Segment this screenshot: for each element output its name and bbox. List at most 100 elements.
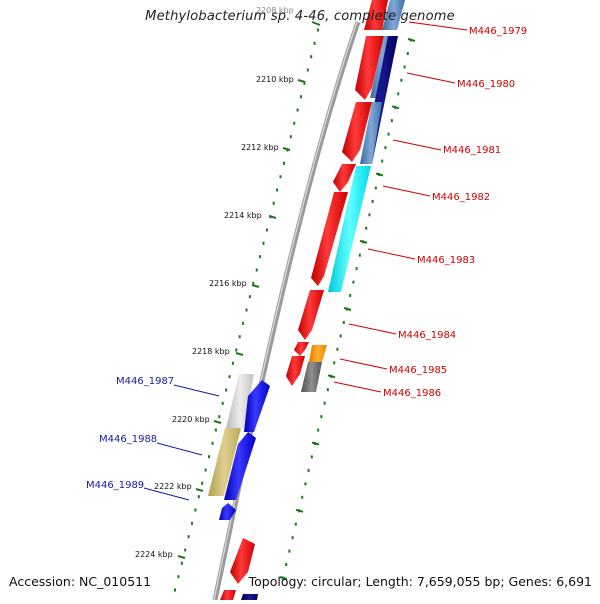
outer-tick-mark [311, 441, 320, 446]
scale-dot [191, 521, 193, 525]
scale-dot [248, 295, 251, 299]
gene-block-M446-1988-blue[interactable] [224, 432, 256, 500]
tick-mark-2214 [268, 215, 277, 219]
accession-text: Accession: NC_010511 [9, 574, 152, 589]
scale-dot [279, 175, 282, 179]
tick-label-2210: 2210 kbp [256, 75, 294, 84]
reverse-genes [208, 374, 270, 520]
gene-block-bottom-red-1[interactable] [230, 538, 255, 584]
scale-dot [285, 563, 288, 566]
gene-block-M446-1983-red[interactable] [311, 192, 348, 286]
gene-block-top-red[interactable] [364, 0, 388, 30]
gene-label-M446-1986[interactable]: M446_1986 [383, 388, 441, 399]
gene-block-bottom-red-2[interactable] [220, 590, 236, 600]
scale-dot [184, 548, 187, 552]
gene-block-M446-1986-red[interactable] [286, 356, 305, 386]
scale-dot [397, 92, 400, 96]
gene-block-top-steel[interactable] [382, 0, 405, 30]
scale-dot [310, 55, 313, 59]
gene-label-M446-1982[interactable]: M446_1982 [432, 192, 490, 203]
scale-dot [310, 455, 313, 459]
gene-label-M446-1987[interactable]: M446_1987 [116, 376, 174, 387]
gene-label-M446-1984[interactable]: M446_1984 [398, 330, 456, 341]
outer-tick-mark [343, 307, 352, 311]
scale-dot [400, 78, 403, 82]
gene-label-M446-1988[interactable]: M446_1988 [99, 434, 157, 445]
gene-block-M446-1986-gray[interactable] [301, 362, 322, 392]
scale-dot [214, 428, 217, 432]
gene-block-M446-1985-orange[interactable] [309, 345, 327, 362]
scale-dot [342, 320, 345, 324]
scale-dot [323, 401, 326, 405]
outer-tick-mark [279, 576, 288, 580]
scale-dot [306, 68, 309, 72]
tick-label-2214: 2214 kbp [224, 211, 262, 220]
tick-mark-2222 [195, 488, 204, 492]
scale-dot [304, 482, 307, 486]
forward-gene-labels: M446_1979 M446_1980 M446_1981 M446_1982 … [333, 21, 527, 399]
gene-block-M446-1982-red[interactable] [333, 164, 356, 192]
leader-M446-1980 [406, 72, 456, 84]
scale-dot [238, 335, 241, 339]
gene-block-M446-1983-cyan[interactable] [328, 166, 371, 292]
gene-block-M446-1985-red-small[interactable] [294, 342, 309, 356]
scale-dot [294, 522, 297, 526]
tick-mark-2220 [213, 420, 222, 424]
scale-dot [336, 347, 339, 351]
gene-label-M446-1980[interactable]: M446_1980 [457, 79, 515, 90]
gene-block-M446-1987-light[interactable] [226, 374, 254, 428]
scale-dot [387, 132, 390, 136]
tick-label-2212: 2212 kbp [241, 143, 279, 152]
scale-dot [225, 388, 228, 392]
scale-dot [333, 361, 336, 365]
scale-dot [374, 186, 377, 190]
scale-dot [262, 241, 265, 245]
gene-block-M446-1981-red[interactable] [342, 102, 372, 162]
scale-dot [255, 268, 258, 272]
scale-dot [358, 253, 361, 257]
scale-dot [177, 575, 180, 579]
tick-mark-2216 [251, 284, 260, 288]
gene-label-M446-1985[interactable]: M446_1985 [389, 365, 447, 376]
scale-dot [371, 199, 374, 203]
gene-block-M446-1981-steel[interactable] [360, 102, 382, 164]
tick-label-2222: 2222 kbp [154, 482, 192, 491]
scale-dot [208, 455, 210, 459]
scale-dot [242, 321, 245, 325]
leader-M446-1989 [143, 487, 190, 501]
scale-dot [252, 281, 255, 285]
scale-dot [235, 348, 238, 352]
gene-block-M446-1989-blue[interactable] [219, 503, 236, 520]
leader-M446-1982 [382, 185, 431, 197]
outer-tick-marks [279, 38, 416, 580]
scale-dot [317, 28, 319, 32]
gene-block-bottom-navy[interactable] [241, 594, 258, 600]
scale-dot [326, 388, 329, 392]
gene-block-M446-1988-olive[interactable] [208, 428, 241, 496]
gene-label-M446-1989[interactable]: M446_1989 [86, 480, 144, 491]
gene-block-M446-1987-blue[interactable] [244, 380, 270, 432]
gene-label-M446-1983[interactable]: M446_1983 [417, 255, 475, 266]
outer-tick-mark [375, 172, 384, 177]
gene-label-M446-1981[interactable]: M446_1981 [443, 145, 501, 156]
scale-dot [211, 441, 214, 445]
genome-title: Methylobacterium sp. 4-46, complete geno… [145, 9, 455, 24]
gene-block-M446-1984-red[interactable] [298, 290, 324, 340]
scale-dot [313, 41, 316, 45]
tick-mark-2208 [311, 21, 321, 26]
gene-label-M446-1979[interactable]: M446_1979 [469, 26, 527, 37]
scale-dot [317, 428, 320, 432]
scale-dot [221, 401, 224, 405]
scale-dot [197, 495, 200, 499]
gene-block-M446-1980-red[interactable] [355, 36, 384, 100]
leader-M446-1988 [156, 442, 203, 456]
scale-dot [283, 161, 285, 165]
scale-dot [368, 213, 371, 217]
scale-dot [228, 375, 231, 379]
scale-dot [381, 159, 384, 163]
topology-summary: Topology: circular; Length: 7,659,055 bp… [248, 574, 592, 589]
scale-dot [301, 495, 304, 499]
scale-dot [174, 588, 176, 592]
leader-M446-1983 [367, 248, 416, 260]
